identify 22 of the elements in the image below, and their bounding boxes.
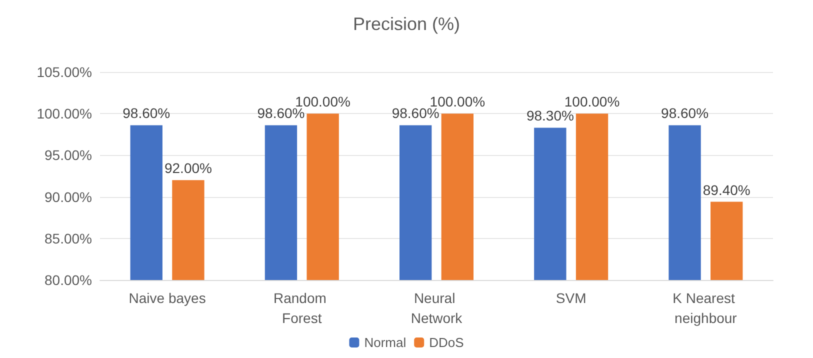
data-label: 98.60% — [257, 105, 305, 122]
data-label: 89.40% — [702, 182, 750, 198]
y-tick-label: 80.00% — [44, 272, 92, 288]
data-label: 100.00% — [564, 94, 620, 110]
x-tick-label: Neural Network — [410, 290, 464, 326]
data-label: 98.60% — [122, 105, 170, 122]
y-tick-label: 85.00% — [44, 230, 92, 246]
y-tick-label: 90.00% — [44, 188, 92, 205]
x-tick-label: K Nearest neighbour — [672, 290, 739, 326]
legend-label: DDoS — [429, 335, 464, 350]
data-label: 98.30% — [526, 108, 574, 124]
legend-label: Normal — [364, 335, 406, 350]
data-label: 98.60% — [392, 105, 440, 122]
y-tick-label: 105.00% — [36, 64, 92, 80]
data-label: 98.60% — [661, 105, 709, 122]
data-label: 92.00% — [164, 160, 212, 176]
chart-title: Precision (%) — [352, 14, 460, 34]
x-tick-label: SVM — [556, 290, 586, 306]
y-tick-label: 100.00% — [36, 106, 92, 122]
x-tick-label: Naive bayes — [128, 290, 206, 306]
y-tick-label: 95.00% — [44, 147, 92, 164]
x-tick-label: Random Forest — [273, 290, 330, 326]
